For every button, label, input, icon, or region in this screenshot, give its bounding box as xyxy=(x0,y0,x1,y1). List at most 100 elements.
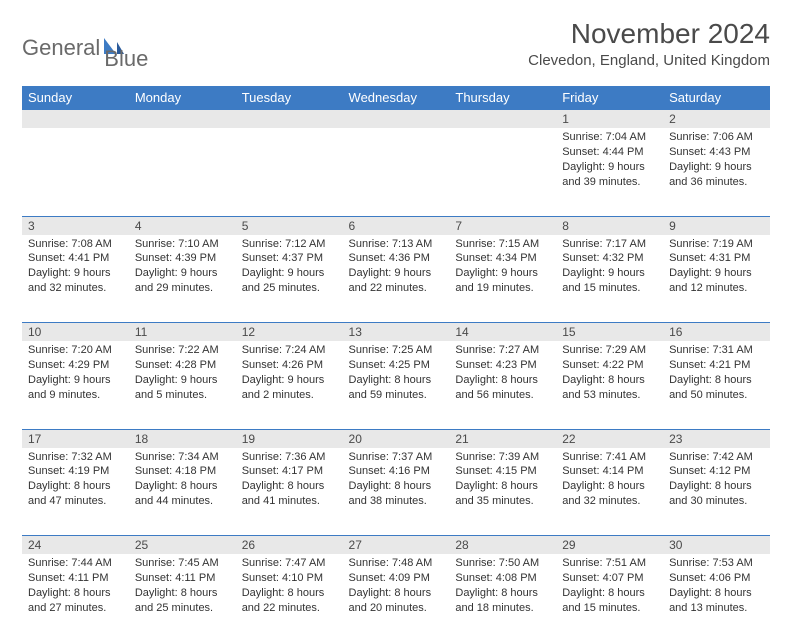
week-row: Sunrise: 7:08 AMSunset: 4:41 PM Daylight:… xyxy=(22,235,770,323)
day-cell: Sunrise: 7:36 AMSunset: 4:17 PMDaylight:… xyxy=(236,448,343,536)
sunrise-text: Sunrise: 7:31 AM xyxy=(669,343,764,358)
daylight-text: Daylight: 8 hours and 50 minutes. xyxy=(669,373,764,403)
day-cell: Sunrise: 7:32 AMSunset: 4:19 PMDaylight:… xyxy=(22,448,129,536)
day-number: 28 xyxy=(449,536,556,554)
weekday-header-row: Sunday Monday Tuesday Wednesday Thursday… xyxy=(22,86,770,110)
daynum-cell: 27 xyxy=(343,536,450,555)
sunset-text: Sunset: 4:12 PM xyxy=(669,464,764,479)
daylight-text: Daylight: 8 hours and 13 minutes. xyxy=(669,586,764,616)
sunrise-text: Sunrise: 7:10 AM xyxy=(135,237,230,252)
sunset-text: Sunset: 4:15 PM xyxy=(455,464,550,479)
sunrise-text: Sunrise: 7:22 AM xyxy=(135,343,230,358)
daylight-text: Daylight: 9 hours and 22 minutes. xyxy=(349,266,444,296)
sunrise-text: Sunrise: 7:53 AM xyxy=(669,556,764,571)
day-cell: Sunrise: 7:10 AMSunset: 4:39 PMDaylight:… xyxy=(129,235,236,323)
day-details: Sunrise: 7:12 AMSunset: 4:37 PMDaylight:… xyxy=(236,235,343,302)
sunrise-text: Sunrise: 7:50 AM xyxy=(455,556,550,571)
week-row: Sunrise: 7:20 AMSunset: 4:29 PMDaylight:… xyxy=(22,341,770,429)
day-details: Sunrise: 7:04 AMSunset: 4:44 PMDaylight:… xyxy=(556,128,663,195)
day-details xyxy=(236,128,343,136)
day-number: 14 xyxy=(449,323,556,341)
daylight-text: Daylight: 9 hours and 29 minutes. xyxy=(135,266,230,296)
day-cell: Sunrise: 7:13 AMSunset: 4:36 PMDaylight:… xyxy=(343,235,450,323)
sunset-text: Sunset: 4:43 PM xyxy=(669,145,764,160)
daynum-cell: 7 xyxy=(449,216,556,235)
daynum-cell xyxy=(236,110,343,129)
sunrise-text: Sunrise: 7:32 AM xyxy=(28,450,123,465)
daynum-cell xyxy=(343,110,450,129)
sunrise-text: Sunrise: 7:15 AM xyxy=(455,237,550,252)
day-cell: Sunrise: 7:27 AMSunset: 4:23 PMDaylight:… xyxy=(449,341,556,429)
calendar-table: Sunday Monday Tuesday Wednesday Thursday… xyxy=(22,86,770,642)
day-number: 15 xyxy=(556,323,663,341)
daynum-cell: 20 xyxy=(343,429,450,448)
daylight-text: Daylight: 8 hours and 18 minutes. xyxy=(455,586,550,616)
brand-name-a: General xyxy=(22,35,100,61)
day-details: Sunrise: 7:08 AMSunset: 4:41 PMDaylight:… xyxy=(22,235,129,302)
daylight-text: Daylight: 8 hours and 53 minutes. xyxy=(562,373,657,403)
day-number xyxy=(22,110,129,114)
sunrise-text: Sunrise: 7:27 AM xyxy=(455,343,550,358)
title-block: November 2024 Clevedon, England, United … xyxy=(528,18,770,69)
day-number: 6 xyxy=(343,217,450,235)
day-cell: Sunrise: 7:17 AMSunset: 4:32 PMDaylight:… xyxy=(556,235,663,323)
daynum-row: 17181920212223 xyxy=(22,429,770,448)
weekday-header: Monday xyxy=(129,86,236,110)
daynum-row: 3456789 xyxy=(22,216,770,235)
sunrise-text: Sunrise: 7:08 AM xyxy=(28,237,123,252)
sunset-text: Sunset: 4:26 PM xyxy=(242,358,337,373)
daylight-text: Daylight: 9 hours and 12 minutes. xyxy=(669,266,764,296)
daynum-cell: 12 xyxy=(236,323,343,342)
sunset-text: Sunset: 4:25 PM xyxy=(349,358,444,373)
sunrise-text: Sunrise: 7:47 AM xyxy=(242,556,337,571)
brand-name-b: Blue xyxy=(104,46,148,72)
daynum-cell: 24 xyxy=(22,536,129,555)
sunrise-text: Sunrise: 7:04 AM xyxy=(562,130,657,145)
daynum-cell xyxy=(449,110,556,129)
daylight-text: Daylight: 9 hours and 36 minutes. xyxy=(669,160,764,190)
daylight-text: Daylight: 8 hours and 30 minutes. xyxy=(669,479,764,509)
daylight-text: Daylight: 8 hours and 44 minutes. xyxy=(135,479,230,509)
sunrise-text: Sunrise: 7:12 AM xyxy=(242,237,337,252)
day-details xyxy=(449,128,556,136)
weekday-header: Friday xyxy=(556,86,663,110)
day-cell: Sunrise: 7:42 AMSunset: 4:12 PMDaylight:… xyxy=(663,448,770,536)
daynum-cell: 29 xyxy=(556,536,663,555)
sunrise-text: Sunrise: 7:39 AM xyxy=(455,450,550,465)
day-number: 13 xyxy=(343,323,450,341)
day-cell: Sunrise: 7:15 AMSunset: 4:34 PMDaylight:… xyxy=(449,235,556,323)
day-cell xyxy=(22,128,129,216)
day-number: 22 xyxy=(556,430,663,448)
day-cell: Sunrise: 7:31 AMSunset: 4:21 PMDaylight:… xyxy=(663,341,770,429)
daylight-text: Daylight: 8 hours and 59 minutes. xyxy=(349,373,444,403)
daynum-cell: 10 xyxy=(22,323,129,342)
daylight-text: Daylight: 8 hours and 47 minutes. xyxy=(28,479,123,509)
day-cell: Sunrise: 7:41 AMSunset: 4:14 PMDaylight:… xyxy=(556,448,663,536)
daynum-cell: 14 xyxy=(449,323,556,342)
sunset-text: Sunset: 4:41 PM xyxy=(28,251,123,266)
daylight-text: Daylight: 9 hours and 39 minutes. xyxy=(562,160,657,190)
sunset-text: Sunset: 4:29 PM xyxy=(28,358,123,373)
sunrise-text: Sunrise: 7:06 AM xyxy=(669,130,764,145)
sunset-text: Sunset: 4:37 PM xyxy=(242,251,337,266)
sunset-text: Sunset: 4:17 PM xyxy=(242,464,337,479)
sunrise-text: Sunrise: 7:44 AM xyxy=(28,556,123,571)
sunrise-text: Sunrise: 7:42 AM xyxy=(669,450,764,465)
day-number: 7 xyxy=(449,217,556,235)
day-number: 9 xyxy=(663,217,770,235)
day-cell: Sunrise: 7:53 AMSunset: 4:06 PMDaylight:… xyxy=(663,554,770,642)
day-details: Sunrise: 7:50 AMSunset: 4:08 PMDaylight:… xyxy=(449,554,556,621)
sunset-text: Sunset: 4:28 PM xyxy=(135,358,230,373)
daynum-cell: 11 xyxy=(129,323,236,342)
day-cell: Sunrise: 7:25 AMSunset: 4:25 PMDaylight:… xyxy=(343,341,450,429)
day-cell: Sunrise: 7:44 AMSunset: 4:11 PMDaylight:… xyxy=(22,554,129,642)
day-number xyxy=(343,110,450,114)
sunrise-text: Sunrise: 7:34 AM xyxy=(135,450,230,465)
week-row: Sunrise: 7:44 AMSunset: 4:11 PM Daylight:… xyxy=(22,554,770,642)
daynum-cell: 21 xyxy=(449,429,556,448)
sunset-text: Sunset: 4:11 PM xyxy=(28,571,123,586)
day-details: Sunrise: 7:15 AMSunset: 4:34 PMDaylight:… xyxy=(449,235,556,302)
day-cell: Sunrise: 7:24 AMSunset: 4:26 PMDaylight:… xyxy=(236,341,343,429)
sunset-text: Sunset: 4:19 PM xyxy=(28,464,123,479)
weekday-header: Sunday xyxy=(22,86,129,110)
